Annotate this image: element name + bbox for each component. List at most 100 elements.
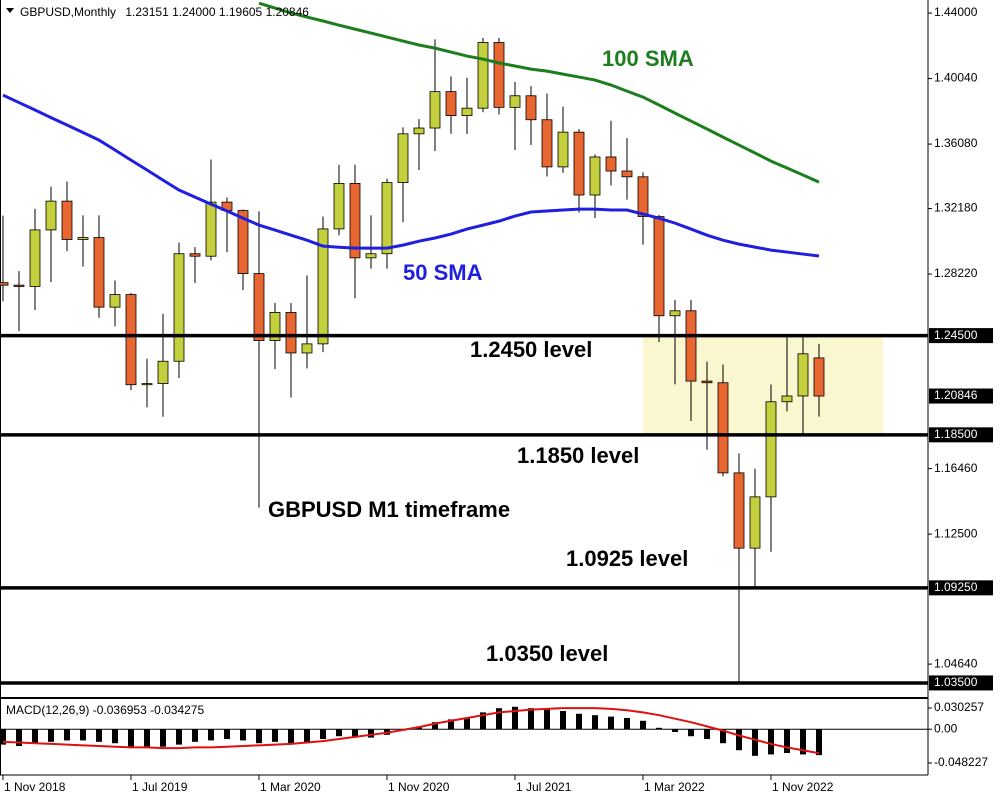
macd-bar (512, 706, 518, 730)
candle-body (301, 343, 313, 354)
macd-bar (624, 717, 630, 730)
chart-header: GBPUSD,Monthly 1.23151 1.24000 1.19605 1… (20, 5, 309, 19)
macd-bar (224, 729, 230, 740)
candle-body (333, 183, 345, 230)
candle-body (397, 133, 409, 184)
candle-body (317, 228, 329, 345)
x-tick-label: 1 Mar 2022 (644, 780, 705, 794)
candle-body (0, 282, 9, 286)
candle-body (189, 253, 201, 257)
candle-body (605, 156, 617, 172)
candle-body (541, 119, 553, 168)
annotation: GBPUSD M1 timeframe (268, 497, 510, 522)
candle-body (621, 170, 633, 178)
macd-bar (736, 729, 742, 751)
x-tick-label: 1 Nov 2022 (772, 780, 834, 794)
open-label: 1.23151 (125, 5, 169, 19)
candle-body (157, 360, 169, 384)
level-axis-label: 1.24500 (934, 328, 978, 342)
level-axis-box (929, 328, 993, 344)
macd-bar (688, 729, 694, 737)
macd-value: -0.036953 (93, 703, 147, 717)
sma-label: 50 SMA (403, 260, 483, 285)
sma-label: 100 SMA (602, 46, 694, 71)
level-annotation: 1.0925 level (566, 546, 688, 571)
y-tick-label: 0.00 (934, 721, 958, 735)
candle-body (29, 229, 41, 287)
candle-body (61, 200, 73, 240)
sma-line (258, 1, 820, 184)
macd-bar (608, 716, 614, 730)
macd-bar (800, 729, 806, 755)
candle-body (445, 91, 457, 117)
level-axis-label: 1.18500 (934, 427, 978, 441)
x-tick-label: 1 Nov 2018 (4, 780, 66, 794)
macd-bar (64, 729, 70, 741)
level-annotation: 1.1850 level (517, 443, 639, 468)
candle-body (525, 95, 537, 121)
macd-bar (304, 729, 310, 744)
macd-title: MACD(12,26,9) (6, 703, 89, 717)
macd-bar (784, 729, 790, 754)
macd-bar (816, 729, 822, 756)
x-tick-label: 1 Nov 2020 (388, 780, 450, 794)
macd-bar (592, 715, 598, 730)
macd-bar (192, 729, 198, 742)
macd-bar (288, 729, 294, 744)
y-tick-label: 1.32180 (934, 201, 978, 215)
current-price-label: 1.20846 (934, 388, 978, 402)
candle-body (381, 182, 393, 255)
macd-bar (208, 729, 214, 741)
macd-bar (576, 713, 582, 730)
macd-bar (496, 708, 502, 730)
macd-bar (272, 729, 278, 742)
macd-bar (544, 709, 550, 730)
candle-body (253, 273, 265, 341)
candle-body (589, 156, 601, 196)
candle-body (781, 395, 793, 403)
macd-bar (432, 722, 438, 730)
level-annotation: 1.0350 level (486, 641, 608, 666)
macd-bar (704, 729, 710, 740)
candle-body (349, 183, 361, 259)
level-axis-box (929, 675, 993, 691)
macd-bar (112, 729, 118, 744)
macd-bar (32, 729, 38, 744)
y-tick-label: -0.048227 (934, 755, 988, 769)
macd-bar (352, 729, 358, 738)
close-label: 1.20846 (266, 5, 310, 19)
macd-bar (656, 727, 662, 730)
y-tick-label: 1.40040 (934, 71, 978, 85)
x-tick-label: 1 Jul 2019 (132, 780, 188, 794)
y-tick-label: 1.36080 (934, 136, 978, 150)
price-pane (0, 1, 883, 683)
macd-bar (368, 729, 374, 738)
candle-body (109, 294, 121, 308)
y-tick-label: 1.28220 (934, 266, 978, 280)
candle-body (797, 353, 809, 397)
candle-body (509, 95, 521, 108)
candle-body (557, 131, 569, 168)
symbol: GBPUSD,Monthly (20, 5, 116, 19)
macd-bar (464, 717, 470, 730)
level-axis-box (929, 427, 993, 443)
candle-body (637, 176, 649, 217)
x-tick-label: 1 Mar 2020 (260, 780, 321, 794)
high-label: 1.24000 (172, 5, 216, 19)
candle-body (669, 310, 681, 317)
candle-body (141, 383, 153, 386)
sma-line (2, 93, 820, 258)
macd-bar (160, 729, 166, 747)
macd-bar (672, 729, 678, 733)
candle-body (77, 237, 89, 240)
candle-body (237, 210, 249, 274)
y-tick-label: 1.44000 (934, 5, 978, 19)
candle-body (765, 401, 777, 498)
candle-body (285, 312, 297, 354)
y-tick-label: 1.04640 (934, 656, 978, 670)
current-price-box (929, 388, 993, 404)
level-axis-label: 1.09250 (934, 580, 978, 594)
macd-bar (96, 729, 102, 742)
